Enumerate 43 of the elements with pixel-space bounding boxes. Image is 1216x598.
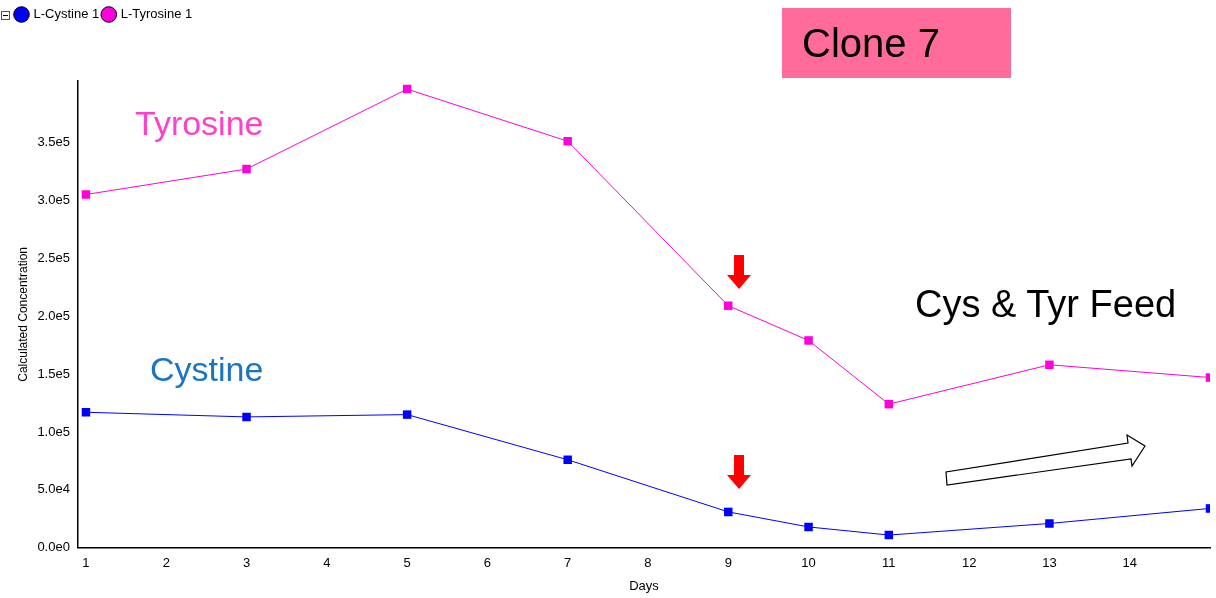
point [242,412,251,422]
y-tick-label: 0.0e0 [37,539,70,555]
point [804,336,813,345]
point [1045,519,1054,528]
x-tick-label: 6 [483,555,492,571]
x-tick-label: 7 [564,555,572,571]
point [1045,360,1054,370]
point [724,301,733,310]
point [81,408,91,417]
x-tick-label: 4 [323,555,331,571]
x-tick-label: 2 [162,555,170,571]
y-tick-label: 1.0e5 [37,423,70,439]
x-tick-label: 10 [801,555,816,571]
x-tick-label: 1 [82,555,90,571]
y-tick-label: 1.5e5 [37,365,70,381]
x-tick-label: 5 [403,555,411,571]
legend-label: L-Tyrosine 1 [120,6,193,22]
y-axis-title: Calculated Concentration [15,247,30,382]
x-tick-label: 12 [961,555,977,571]
annotation: Cys & Tyr Feed [915,283,1177,326]
x-tick-label: 3 [242,555,251,571]
point [724,507,733,517]
point [242,164,251,174]
point [402,410,412,419]
point [563,136,572,146]
legend-label: L-Cystine 1 [33,6,100,22]
x-tick-label: 13 [1042,555,1057,571]
y-tick-label: 3.5e5 [37,133,70,149]
x-tick-label: 8 [644,555,652,571]
point [563,455,572,465]
point [81,190,91,199]
y-tick-label: 5.0e4 [37,481,70,497]
x-axis-title: Days [629,577,660,593]
text: Clone 7 [782,8,1011,78]
y-tick-label: 3.0e5 [37,191,70,207]
point [804,522,813,532]
y-tick-label: 2.0e5 [37,307,70,323]
x-tick-label: 11 [882,555,896,571]
annotation: Cystine [150,350,264,389]
annotation: Tyrosine [135,104,264,143]
x-tick-label: 14 [1122,555,1137,571]
y-tick-label: 2.5e5 [37,249,70,265]
x-tick-label: 9 [724,555,732,571]
